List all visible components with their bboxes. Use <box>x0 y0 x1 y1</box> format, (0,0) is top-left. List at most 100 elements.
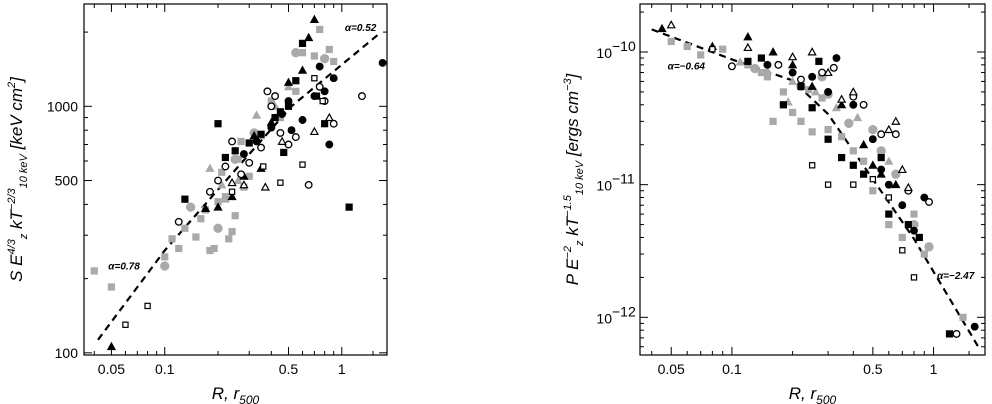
x-axis-label-main: R, r <box>212 384 241 403</box>
gray-circle-point <box>924 242 934 252</box>
open-square-point <box>885 194 893 201</box>
gray-square-point <box>181 224 189 232</box>
black-circle-point <box>763 60 772 69</box>
black-circle-point <box>898 201 907 210</box>
plot-frame <box>83 3 388 356</box>
gray-square-point <box>292 87 300 95</box>
open-circle-point <box>228 137 237 146</box>
open-square-point <box>808 162 816 169</box>
y-axis-label-p4: ] <box>563 72 582 80</box>
gray-circle-point <box>291 48 301 58</box>
gray-triangle-point <box>787 76 798 85</box>
open-triangle-point <box>884 124 894 134</box>
black-square-point <box>214 120 222 128</box>
x-tick-label: 0.1 <box>722 361 742 377</box>
open-circle-point <box>877 130 886 139</box>
gray-square-point <box>192 233 200 241</box>
black-circle-point <box>832 54 841 63</box>
open-square-point <box>228 188 236 195</box>
open-circle-point <box>859 100 868 109</box>
black-square-point <box>245 139 253 147</box>
gray-square-point <box>161 253 169 261</box>
black-square-point <box>181 195 189 203</box>
y-tick-label: 500 <box>55 173 79 189</box>
black-triangle-point <box>283 77 294 86</box>
black-circle-point <box>320 87 329 96</box>
gray-square-point <box>316 25 324 34</box>
gray-square-point <box>757 68 765 77</box>
gray-square-point <box>719 45 727 53</box>
gray-circle-point <box>160 261 170 271</box>
gray-triangle-point <box>884 156 894 165</box>
series-black-circle <box>763 54 979 331</box>
gray-square-point <box>168 235 176 243</box>
gray-square-point <box>779 88 787 96</box>
x-tick-label: 0.5 <box>279 361 299 377</box>
gray-square-point <box>920 250 928 258</box>
black-triangle-point <box>200 203 211 212</box>
gray-triangle-point <box>735 57 745 66</box>
open-circle-point <box>818 68 827 77</box>
y-tick-label: 10 <box>596 45 612 61</box>
gray-circle-point <box>319 54 330 64</box>
open-square-point <box>319 97 326 105</box>
series-black-triangle <box>106 14 319 351</box>
open-triangle-point <box>666 20 676 29</box>
open-circle-point <box>304 180 313 189</box>
open-circle-point <box>315 82 324 91</box>
gray-square-point <box>808 128 816 136</box>
y-axis-label-p2-sub: 10 keV <box>18 152 30 188</box>
open-circle-point <box>174 217 183 226</box>
gray-triangle-point <box>251 110 262 119</box>
y-tick-label: 10 <box>596 310 612 326</box>
black-square-point <box>257 130 265 138</box>
gray-circle-point <box>844 118 854 128</box>
gray-circle-point <box>213 223 223 233</box>
gray-square-point <box>325 45 333 54</box>
gray-square-point <box>667 37 675 46</box>
gray-square-point <box>959 313 967 321</box>
gray-square-point <box>197 215 205 223</box>
black-square-point <box>231 147 239 155</box>
slope-annotation: α=0.78 <box>108 261 140 272</box>
open-triangle-point <box>903 182 913 192</box>
open-circle-point <box>291 133 300 142</box>
slope-annotation: α=0.52 <box>345 23 377 34</box>
y-tick-exponent: −10 <box>612 38 636 54</box>
y-axis-label-p3: [keV cm <box>7 88 26 154</box>
x-tick-label: 0.05 <box>98 361 125 377</box>
black-circle-point <box>884 180 893 189</box>
plot-frame <box>639 3 986 356</box>
black-square-point <box>915 233 923 242</box>
series-gray-square <box>90 25 338 291</box>
open-triangle-point <box>897 164 907 174</box>
y-axis-label-p1-sub: z <box>574 240 586 247</box>
black-circle-point <box>824 87 833 96</box>
open-triangle-point <box>260 182 270 191</box>
black-square-point <box>221 153 229 162</box>
open-triangle-point <box>277 136 287 145</box>
gray-square-point <box>228 228 236 236</box>
black-square-point <box>838 153 846 162</box>
black-circle-point <box>298 116 307 124</box>
open-circle-point <box>925 198 933 206</box>
black-triangle-point <box>249 130 259 140</box>
black-triangle-point <box>876 169 886 178</box>
open-circle-point <box>276 128 285 137</box>
open-circle-point <box>329 119 338 128</box>
black-square-point <box>292 77 300 85</box>
y-tick-base: 10 <box>596 45 612 61</box>
open-triangle-point <box>324 112 334 122</box>
y-tick-base: 10 <box>596 178 612 194</box>
open-circle-point <box>271 92 280 101</box>
open-triangle-point <box>227 177 237 187</box>
y-axis-label-p2-sup: −2/3 <box>6 187 18 210</box>
open-triangle-point <box>239 180 249 189</box>
black-square-point <box>298 39 307 47</box>
gray-triangle-point <box>762 66 773 75</box>
y-axis-label-p3: [ergs cm <box>563 91 582 161</box>
black-square-point <box>877 153 885 162</box>
open-triangle-point <box>823 67 833 77</box>
y-axis-label: S E4/3z kT−2/310 keV [keV cm2] <box>6 76 30 282</box>
